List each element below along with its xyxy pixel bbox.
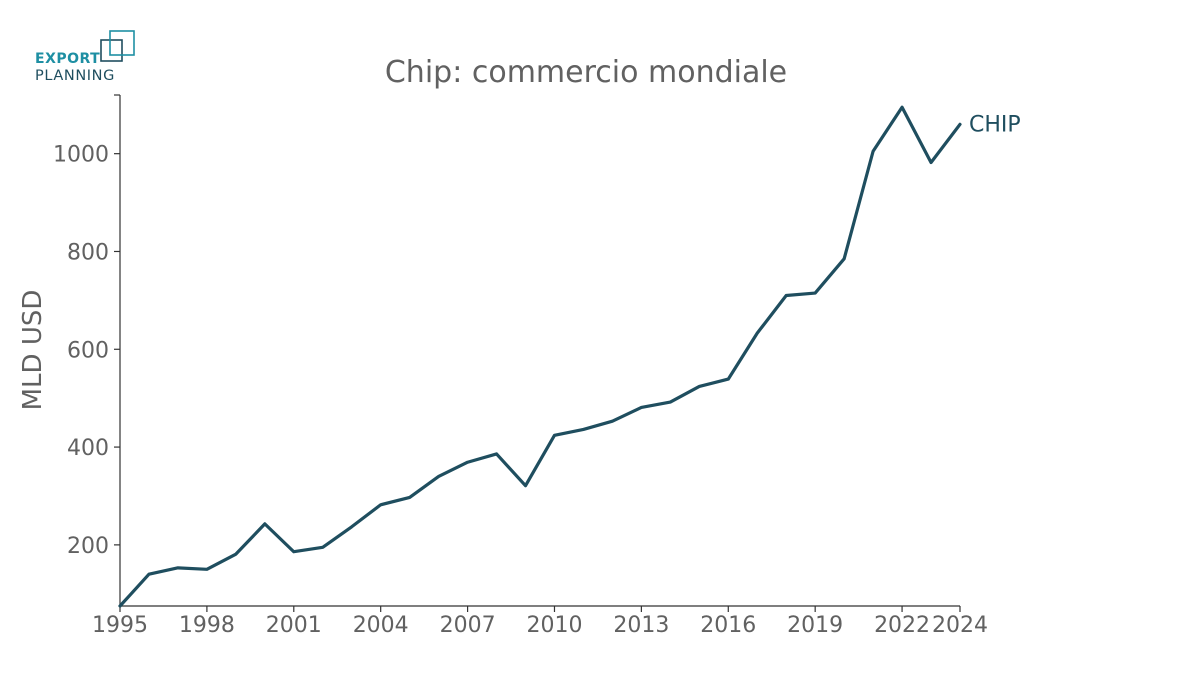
x-tick-label: 2004 bbox=[353, 613, 409, 638]
x-tick-label: 2022 bbox=[874, 613, 930, 638]
series-label: CHIP bbox=[969, 112, 1021, 137]
exportplanning-logo: EXPORT PLANNING bbox=[35, 30, 135, 84]
series-line-chip bbox=[118, 105, 962, 608]
y-tick-label: 400 bbox=[67, 436, 109, 461]
x-tick-label: 2016 bbox=[700, 613, 756, 638]
x-tick-label: 2010 bbox=[526, 613, 582, 638]
y-axis-label: MLD USD bbox=[18, 290, 48, 411]
x-tick-label: 2007 bbox=[440, 613, 496, 638]
y-axis-ticks: 200 400 600 800 1000 bbox=[53, 94, 120, 559]
x-tick-label: 2024 bbox=[932, 613, 988, 638]
x-tick-label: 2001 bbox=[266, 613, 322, 638]
x-tick-label: 1998 bbox=[179, 613, 235, 638]
y-tick-label: 1000 bbox=[53, 143, 109, 168]
logo-text-planning: PLANNING bbox=[35, 68, 115, 84]
logo-square-back bbox=[100, 39, 123, 62]
y-tick-label: 800 bbox=[67, 240, 109, 265]
x-tick-label: 2013 bbox=[613, 613, 669, 638]
y-tick-label: 200 bbox=[67, 534, 109, 559]
x-tick-label: 1995 bbox=[92, 613, 148, 638]
logo-text-export: EXPORT bbox=[35, 51, 100, 67]
chart-title: Chip: commercio mondiale bbox=[385, 55, 787, 90]
x-tick-label: 2019 bbox=[787, 613, 843, 638]
x-axis-ticks: 1995 1998 2001 2004 2007 2010 2013 2016 2019 2022… bbox=[92, 606, 988, 638]
y-tick-label: 600 bbox=[67, 338, 109, 363]
series-layer: CHIP bbox=[118, 105, 1021, 608]
logo-square-front bbox=[109, 30, 135, 56]
